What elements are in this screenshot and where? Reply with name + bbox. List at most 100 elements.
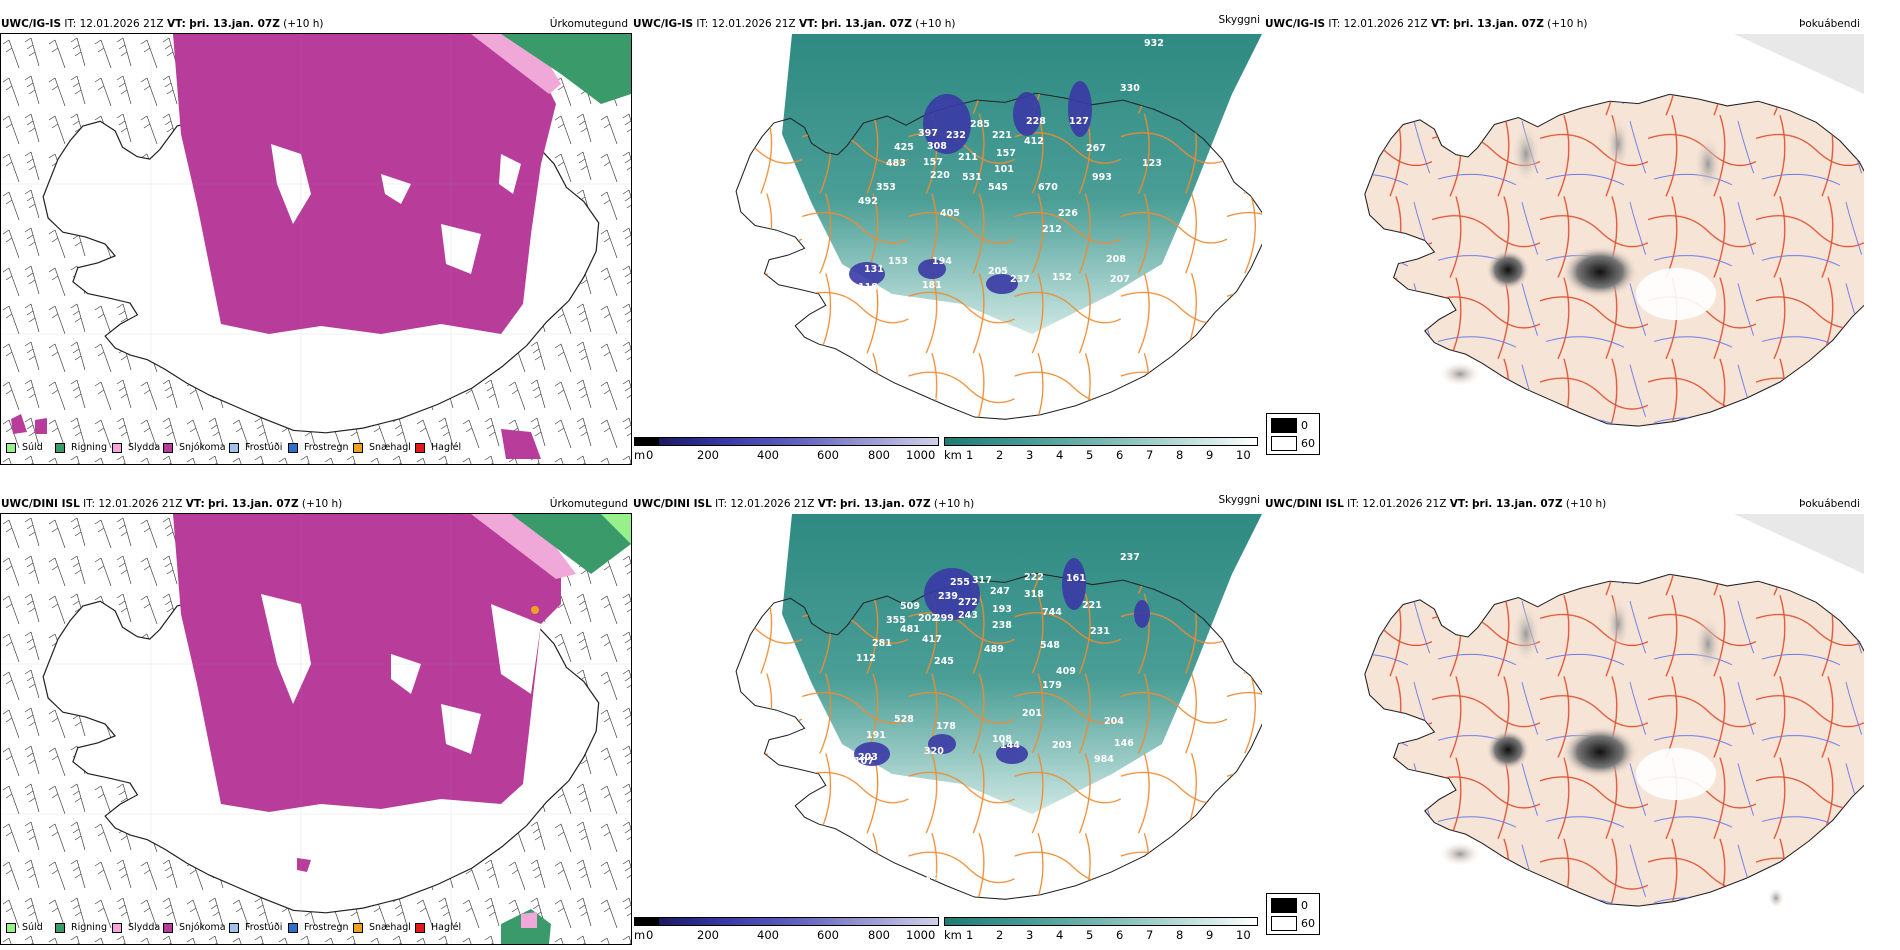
it-value: 12.01.2026 21Z	[1343, 18, 1428, 30]
panel-title: Þokuábendi	[1799, 18, 1860, 30]
cloudbase-label: 320	[924, 746, 944, 757]
panel-title: Skyggni	[1218, 14, 1261, 26]
visibility-tick: 7	[1146, 928, 1154, 942]
cloud-map: 932 330 285 232 397 228 412 127 267 425 …	[735, 34, 1262, 420]
cloudbase-label: 481	[900, 624, 920, 635]
cloudbase-label: 178	[936, 721, 956, 732]
legend-swatch	[353, 443, 363, 453]
cloudbase-tick: 400	[757, 928, 779, 942]
fog-swatch-high	[1271, 436, 1297, 451]
legend-swatch	[229, 923, 239, 933]
vt-value: þri. 13.jan. 07Z	[840, 498, 931, 510]
model-name: UWC/DINI ISL	[1265, 498, 1344, 510]
vt-value: þri. 13.jan. 07Z	[208, 498, 299, 510]
model-name: UWC/IG-IS	[633, 18, 694, 30]
it-label: IT:	[1347, 498, 1360, 510]
vt-label: VT:	[1430, 18, 1450, 30]
visibility-tick: 6	[1116, 928, 1124, 942]
cloudbase-label: 231	[1090, 626, 1110, 637]
cloudbase-label: 194	[932, 256, 952, 267]
cloud-map: 237 222 161 255 317 247 318 509 239 272 …	[735, 514, 1262, 900]
it-value: 12.01.2026 21Z	[98, 498, 183, 510]
cloudbase-label: 545	[988, 182, 1008, 193]
legend-swatch	[288, 443, 298, 453]
cloudbase-label: 670	[1038, 182, 1058, 193]
precip-map	[1, 514, 631, 944]
cloudbase-label: 193	[992, 604, 1012, 615]
cloudbase-label: 221	[1082, 600, 1102, 611]
panel-title: Þokuábendi	[1799, 498, 1860, 510]
legend-label: Snæhagl	[369, 922, 411, 933]
visibility-tick: 5	[1086, 448, 1094, 462]
cloudbase-label: 181	[922, 280, 942, 291]
cloudbase-label: 318	[1024, 589, 1044, 600]
legend-label: Rigning	[71, 442, 107, 453]
cloudbase-label: 405	[940, 208, 960, 219]
cloudbase-bar	[634, 917, 939, 926]
legend-label: Snjókoma	[179, 922, 226, 933]
cloudbase-label: 127	[1069, 116, 1089, 127]
cloudbase-label: 108	[992, 734, 1012, 745]
fog-swatch-low	[1271, 898, 1297, 913]
cloudbase-label: 112	[856, 653, 876, 664]
cloudbase-label: 397	[918, 128, 938, 139]
cloudbase-label: 122	[924, 871, 944, 882]
cloudbase-label: 299	[934, 613, 954, 624]
legend-label: Súld	[22, 442, 43, 453]
cloudbase-label: 228	[1026, 116, 1046, 127]
cloudbase-label: 509	[900, 601, 920, 612]
vt-value: þri. 13.jan. 07Z	[1472, 498, 1563, 510]
cloudbase-label: 157	[923, 157, 943, 168]
cloudbase-label: 211	[958, 152, 978, 163]
legend-label: Rigning	[71, 922, 107, 933]
cloudbase-label: 232	[946, 130, 966, 141]
fog-map	[1364, 514, 1864, 908]
vt-value: þri. 13.jan. 07Z	[1453, 18, 1544, 30]
cloudbase-label: 207	[1110, 274, 1130, 285]
cloudbase-label: 744	[1042, 607, 1062, 618]
cloudbase-label: 237	[1120, 552, 1140, 563]
cloudbase-label: 203	[1052, 740, 1072, 751]
cloudbase-labels: 932 330 285 232 397 228 412 127 267 425 …	[858, 38, 1164, 402]
cloudbase-label: 208	[1106, 254, 1126, 265]
cloudbase-label: 118	[858, 282, 878, 293]
cloudbase-label: 131	[864, 264, 884, 275]
cloudbase-label: 239	[938, 591, 958, 602]
cloudbase-label: 101	[994, 164, 1014, 175]
lead-time: (+10 h)	[915, 18, 956, 30]
cloudbase-bar	[634, 437, 939, 446]
legend-label: Snjókoma	[179, 442, 226, 453]
panel-title: Úrkomutegund	[549, 18, 628, 30]
legend-swatch	[6, 923, 16, 933]
visibility-tick: 4	[1056, 448, 1064, 462]
cloudbase-label: 119	[930, 391, 950, 402]
lead-time: (+10 h)	[1547, 18, 1588, 30]
cloudbase-tick: 600	[817, 928, 839, 942]
cloudbase-label: 146	[1114, 738, 1134, 749]
cloudbase-label: 157	[996, 148, 1016, 159]
cloudbase-label: 528	[894, 714, 914, 725]
cloudbase-colorbar: m 0 200 400 600 800 1000	[634, 917, 939, 943]
precip-map	[1, 34, 631, 464]
visibility-bar	[944, 437, 1258, 446]
vt-value: þri. 13.jan. 07Z	[821, 18, 912, 30]
precip-legend: Súld Rigning Slydda Snjókoma Frostúði Fr…	[3, 438, 463, 458]
it-value: 12.01.2026 21Z	[1362, 498, 1447, 510]
model-name: UWC/IG-IS	[1265, 18, 1326, 30]
cloudbase-label: 993	[1092, 172, 1112, 183]
model-name: UWC/DINI ISL	[1, 498, 80, 510]
visibility-tick: 4	[1056, 928, 1064, 942]
cloudbase-label: 237	[1010, 274, 1030, 285]
it-value: 12.01.2026 21Z	[730, 498, 815, 510]
cloudbase-label: 267	[1086, 143, 1106, 154]
legend-swatch	[415, 443, 425, 453]
fog-map	[1364, 34, 1864, 427]
cloudbase-label: 203	[858, 752, 878, 763]
model-name: UWC/IG-IS	[1, 18, 62, 30]
visibility-tick: 10	[1236, 928, 1251, 942]
legend-label: Frostúði	[245, 442, 283, 453]
cloudbase-label: 202	[918, 613, 938, 624]
cloudbase-label: 107	[854, 756, 874, 767]
precip-legend: Súld Rigning Slydda Snjókoma Frostúði Fr…	[3, 918, 463, 938]
cloudbase-tick: 0	[646, 448, 654, 462]
